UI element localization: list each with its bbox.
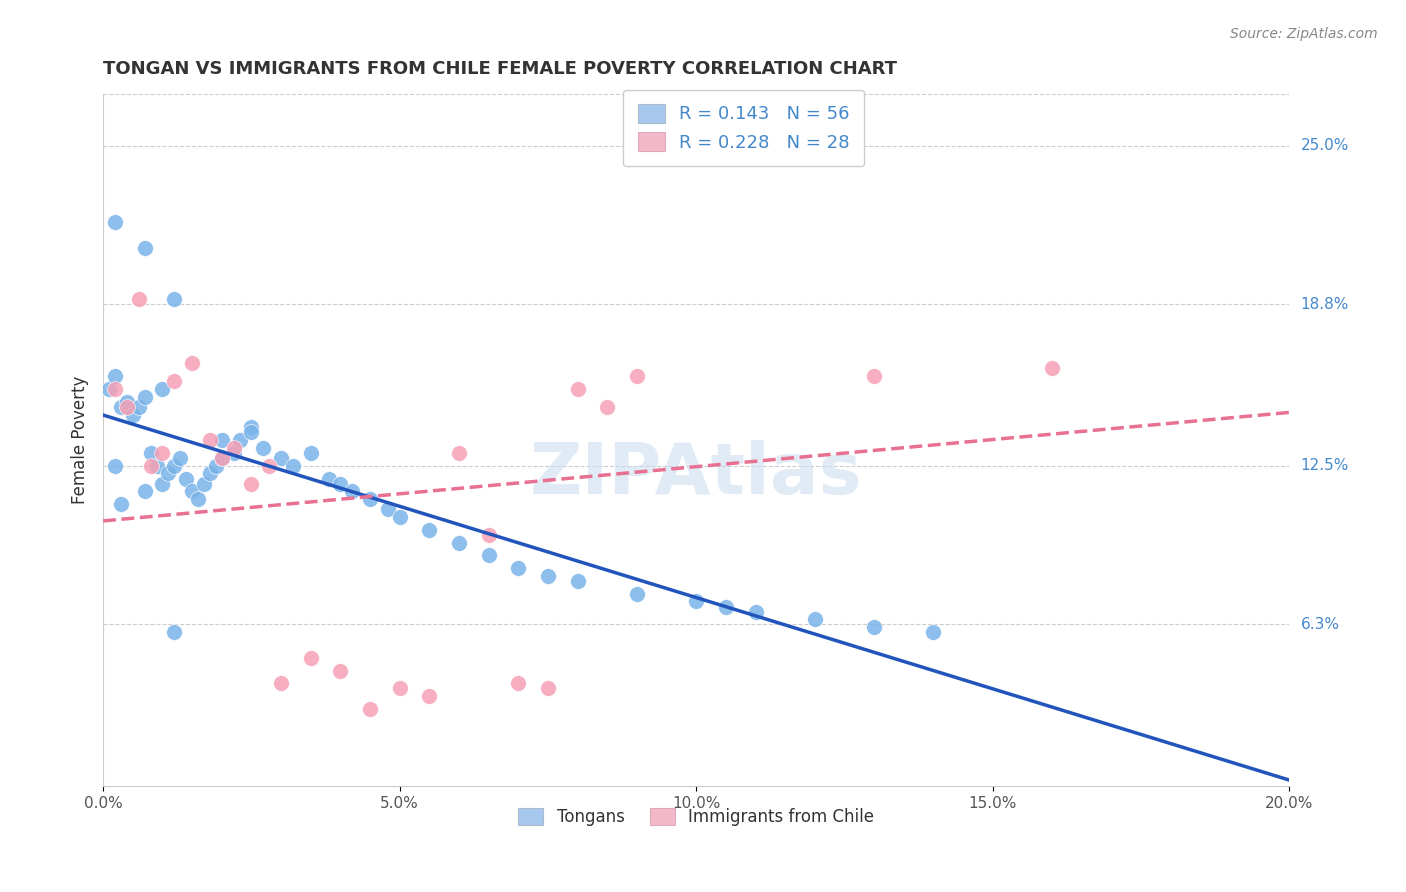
Point <box>121 408 143 422</box>
Point <box>922 625 945 640</box>
Point <box>537 569 560 583</box>
Point <box>139 458 162 473</box>
Point <box>257 458 280 473</box>
Point <box>329 476 352 491</box>
Point <box>163 374 186 388</box>
Point <box>174 471 197 485</box>
Point <box>478 549 501 563</box>
Point <box>299 446 322 460</box>
Point <box>863 369 886 384</box>
Point <box>193 476 215 491</box>
Point <box>211 450 233 465</box>
Point <box>318 471 340 485</box>
Point <box>139 446 162 460</box>
Point <box>342 484 364 499</box>
Point <box>110 400 132 414</box>
Point <box>187 491 209 506</box>
Point <box>329 664 352 678</box>
Point <box>1040 361 1063 376</box>
Point <box>281 458 304 473</box>
Point <box>163 625 186 640</box>
Point <box>104 458 127 473</box>
Point <box>359 491 381 506</box>
Point <box>198 467 221 481</box>
Point <box>163 458 186 473</box>
Point <box>270 450 292 465</box>
Point <box>110 497 132 511</box>
Point <box>211 450 233 465</box>
Point <box>240 476 263 491</box>
Point <box>508 561 530 575</box>
Point <box>377 502 399 516</box>
Point <box>388 510 411 524</box>
Point <box>567 382 589 396</box>
Y-axis label: Female Poverty: Female Poverty <box>72 376 89 504</box>
Point <box>714 599 737 614</box>
Point <box>134 484 156 499</box>
Point <box>626 587 648 601</box>
Point <box>211 433 233 447</box>
Point <box>478 528 501 542</box>
Point <box>115 394 138 409</box>
Point <box>152 382 174 396</box>
Point <box>157 467 180 481</box>
Point <box>388 681 411 696</box>
Point <box>104 215 127 229</box>
Point <box>128 400 150 414</box>
Point <box>418 523 440 537</box>
Point <box>508 676 530 690</box>
Point <box>447 535 470 549</box>
Point <box>685 594 707 608</box>
Point <box>163 293 186 307</box>
Point <box>222 441 245 455</box>
Point <box>204 458 226 473</box>
Point <box>240 420 263 434</box>
Point <box>181 484 204 499</box>
Text: Source: ZipAtlas.com: Source: ZipAtlas.com <box>1230 27 1378 41</box>
Point <box>744 605 766 619</box>
Point <box>299 650 322 665</box>
Text: 25.0%: 25.0% <box>1301 138 1348 153</box>
Point <box>270 676 292 690</box>
Point <box>98 382 121 396</box>
Point <box>152 476 174 491</box>
Point <box>134 390 156 404</box>
Point <box>252 441 274 455</box>
Point <box>863 620 886 634</box>
Point <box>104 369 127 384</box>
Point <box>418 689 440 703</box>
Text: ZIPAtlas: ZIPAtlas <box>530 440 862 509</box>
Text: 6.3%: 6.3% <box>1301 617 1340 632</box>
Point <box>152 446 174 460</box>
Point <box>134 241 156 255</box>
Text: 12.5%: 12.5% <box>1301 458 1348 474</box>
Point <box>128 293 150 307</box>
Legend: Tongans, Immigrants from Chile: Tongans, Immigrants from Chile <box>512 801 880 833</box>
Point <box>596 400 619 414</box>
Point <box>169 450 191 465</box>
Text: TONGAN VS IMMIGRANTS FROM CHILE FEMALE POVERTY CORRELATION CHART: TONGAN VS IMMIGRANTS FROM CHILE FEMALE P… <box>103 60 897 78</box>
Text: 18.8%: 18.8% <box>1301 297 1348 312</box>
Point <box>537 681 560 696</box>
Point <box>222 446 245 460</box>
Point <box>198 433 221 447</box>
Point <box>145 458 167 473</box>
Point <box>626 369 648 384</box>
Point <box>181 356 204 370</box>
Point <box>447 446 470 460</box>
Point <box>359 702 381 716</box>
Point <box>240 425 263 440</box>
Point <box>567 574 589 588</box>
Point <box>115 400 138 414</box>
Point <box>104 382 127 396</box>
Point <box>804 612 827 626</box>
Point <box>228 433 250 447</box>
